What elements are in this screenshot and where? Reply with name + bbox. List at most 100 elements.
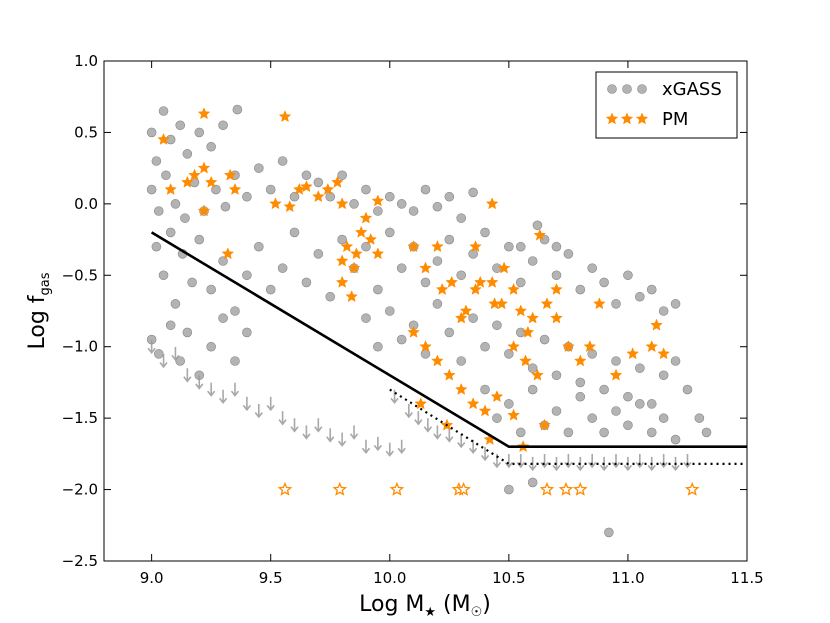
- xgass-point: [504, 484, 514, 495]
- xgass-point: [194, 234, 205, 245]
- xgass-point: [646, 427, 657, 438]
- xgass-point: [165, 227, 176, 238]
- xgass-point: [165, 134, 176, 145]
- xgass-point: [420, 184, 431, 195]
- pm-point: [335, 275, 349, 288]
- pm-point: [407, 240, 420, 253]
- xgass-point: [218, 256, 228, 266]
- pm-point: [469, 282, 482, 295]
- xgass-point: [170, 299, 181, 309]
- xgass-point: [492, 320, 502, 331]
- pm-point: [278, 110, 292, 123]
- xgass-upper-limit-arrow: [290, 418, 299, 433]
- xgass-point: [301, 277, 312, 288]
- xgass-point: [532, 220, 543, 231]
- xgass-point: [373, 341, 383, 352]
- xgass-point: [373, 284, 383, 295]
- pm-point: [300, 180, 313, 193]
- pm-point: [340, 240, 354, 253]
- pm-point: [497, 261, 511, 274]
- xgass-point: [646, 284, 657, 295]
- pm-point: [626, 347, 640, 360]
- pm-point: [519, 354, 532, 367]
- pm-point: [609, 368, 623, 381]
- pm-point: [469, 240, 482, 253]
- pm-point: [197, 161, 211, 174]
- xgass-upper-limit-arrow: [528, 456, 537, 472]
- legend-pm-star: [605, 112, 619, 125]
- xgass-point: [670, 356, 681, 366]
- xgass-upper-limit-arrow: [242, 396, 252, 412]
- x-axis-label: Log M★ (M☉): [359, 592, 491, 620]
- legend-xgass-marker: [607, 84, 647, 94]
- xgass-upper-limit-arrow: [468, 439, 478, 455]
- xgass-upper-limit-arrow: [480, 446, 490, 462]
- xgass-point: [539, 334, 550, 345]
- xgass-upper-limit-arrow: [314, 418, 323, 433]
- xgass-upper-limit-arrow: [171, 346, 180, 362]
- xgass-point: [289, 191, 300, 202]
- xgass-point: [480, 227, 490, 238]
- xgass-upper-limit-arrow: [195, 375, 204, 390]
- xgass-point: [575, 377, 586, 388]
- xgass-upper-limit-arrow: [361, 439, 371, 455]
- xgass-point: [175, 356, 186, 366]
- xgass-point: [504, 399, 514, 409]
- legend-pm-star: [635, 112, 649, 125]
- xgass-upper-limit-arrow: [390, 389, 399, 405]
- xgass-point: [670, 434, 681, 445]
- xgass-point: [158, 106, 169, 116]
- legend-box: [595, 71, 738, 139]
- series-pm: [157, 107, 670, 453]
- pm-point: [538, 418, 551, 431]
- xgass-point: [277, 156, 288, 166]
- xgass-point: [206, 341, 216, 352]
- xgass-point: [682, 384, 693, 395]
- xgass-point: [527, 363, 538, 373]
- xgass-point: [187, 277, 197, 288]
- pm-point: [419, 340, 432, 353]
- xgass-point: [444, 191, 455, 202]
- legend: xGASS PM: [595, 71, 738, 139]
- x-tick-label: 9.0: [140, 569, 164, 587]
- xgass-upper-limit-arrow: [540, 454, 549, 469]
- pm-point: [431, 240, 444, 253]
- xgass-point: [551, 241, 562, 252]
- pm-point: [283, 200, 297, 213]
- pm-point: [459, 304, 473, 317]
- pm-point: [312, 190, 325, 203]
- legend-label-pm: PM: [662, 109, 688, 130]
- pm-point: [521, 325, 535, 338]
- pm-point: [188, 168, 201, 181]
- pm-upper-limit: [389, 481, 405, 496]
- xgass-point: [337, 170, 347, 181]
- pm-point: [490, 390, 504, 403]
- x-tick-label: 10.0: [373, 569, 406, 587]
- xgass-point: [242, 270, 252, 281]
- xgass-point: [420, 277, 431, 288]
- xgass-point: [527, 256, 538, 266]
- pm-point: [371, 194, 385, 207]
- xgass-point: [384, 306, 395, 316]
- plot-frame: [103, 60, 748, 562]
- y-tick-label: 0.5: [74, 123, 98, 141]
- pm-point: [454, 311, 468, 324]
- xgass-point: [456, 213, 467, 223]
- xgass-point: [373, 206, 383, 216]
- x-tick-label: 11.5: [730, 569, 763, 587]
- pm-point: [204, 175, 218, 188]
- pm-point: [371, 247, 385, 260]
- y-tick-label: −1.0: [62, 338, 98, 356]
- xgass-point: [206, 141, 216, 152]
- xgass-upper-limit-arrow: [504, 454, 513, 469]
- xgass-point: [242, 327, 252, 338]
- xgass-point: [384, 191, 395, 202]
- xgass-point: [337, 234, 347, 245]
- series-xgass: [146, 104, 712, 538]
- xgass-point: [575, 284, 586, 295]
- pm-point: [228, 182, 242, 195]
- xgass-point: [623, 270, 633, 281]
- xgass-point: [563, 249, 574, 259]
- pm-point: [335, 197, 349, 210]
